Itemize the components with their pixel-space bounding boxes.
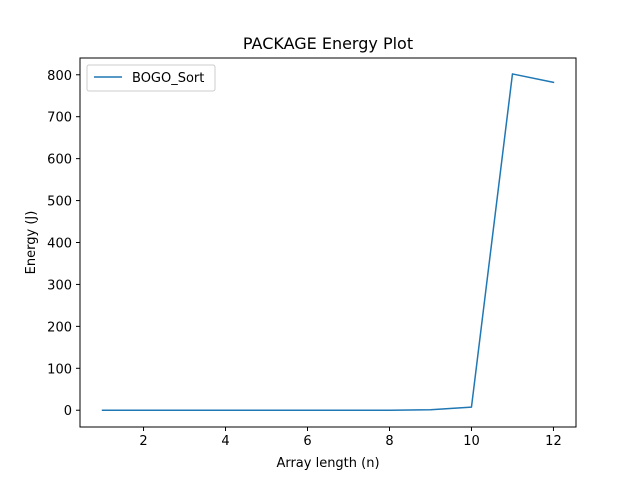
y-tick-label-200: 200 [47, 320, 72, 335]
legend-box [86, 64, 216, 92]
x-tick-label-12: 12 [545, 434, 562, 449]
y-tick-label-500: 500 [47, 195, 72, 210]
x-axis-label: Array length (n) [276, 456, 379, 471]
chart-title: PACKAGE Energy Plot [243, 34, 413, 53]
legend-label-bogo-sort: BOGO_Sort [132, 71, 204, 86]
y-axis-label: Energy (J) [24, 211, 39, 275]
y-tick-label-100: 100 [47, 362, 72, 377]
y-tick-label-300: 300 [47, 278, 72, 293]
y-tick-label-700: 700 [47, 111, 72, 126]
y-axis-ticks: 0 100 200 300 400 500 600 700 800 [47, 69, 80, 419]
plot-frame [79, 57, 577, 428]
x-tick-label-4: 4 [221, 434, 229, 449]
y-tick-label-400: 400 [47, 237, 72, 252]
y-tick-label-600: 600 [47, 153, 72, 168]
x-tick-label-8: 8 [385, 434, 393, 449]
y-tick-label-0: 0 [64, 404, 72, 419]
x-axis-ticks: 2 4 6 8 10 12 [139, 427, 562, 449]
x-tick-label-2: 2 [139, 434, 147, 449]
x-tick-label-10: 10 [463, 434, 480, 449]
x-tick-label-6: 6 [303, 434, 311, 449]
y-tick-label-800: 800 [47, 69, 72, 84]
series-line-bogo-sort [101, 73, 555, 411]
series-layer [101, 73, 555, 411]
legend: BOGO_Sort [86, 64, 216, 92]
